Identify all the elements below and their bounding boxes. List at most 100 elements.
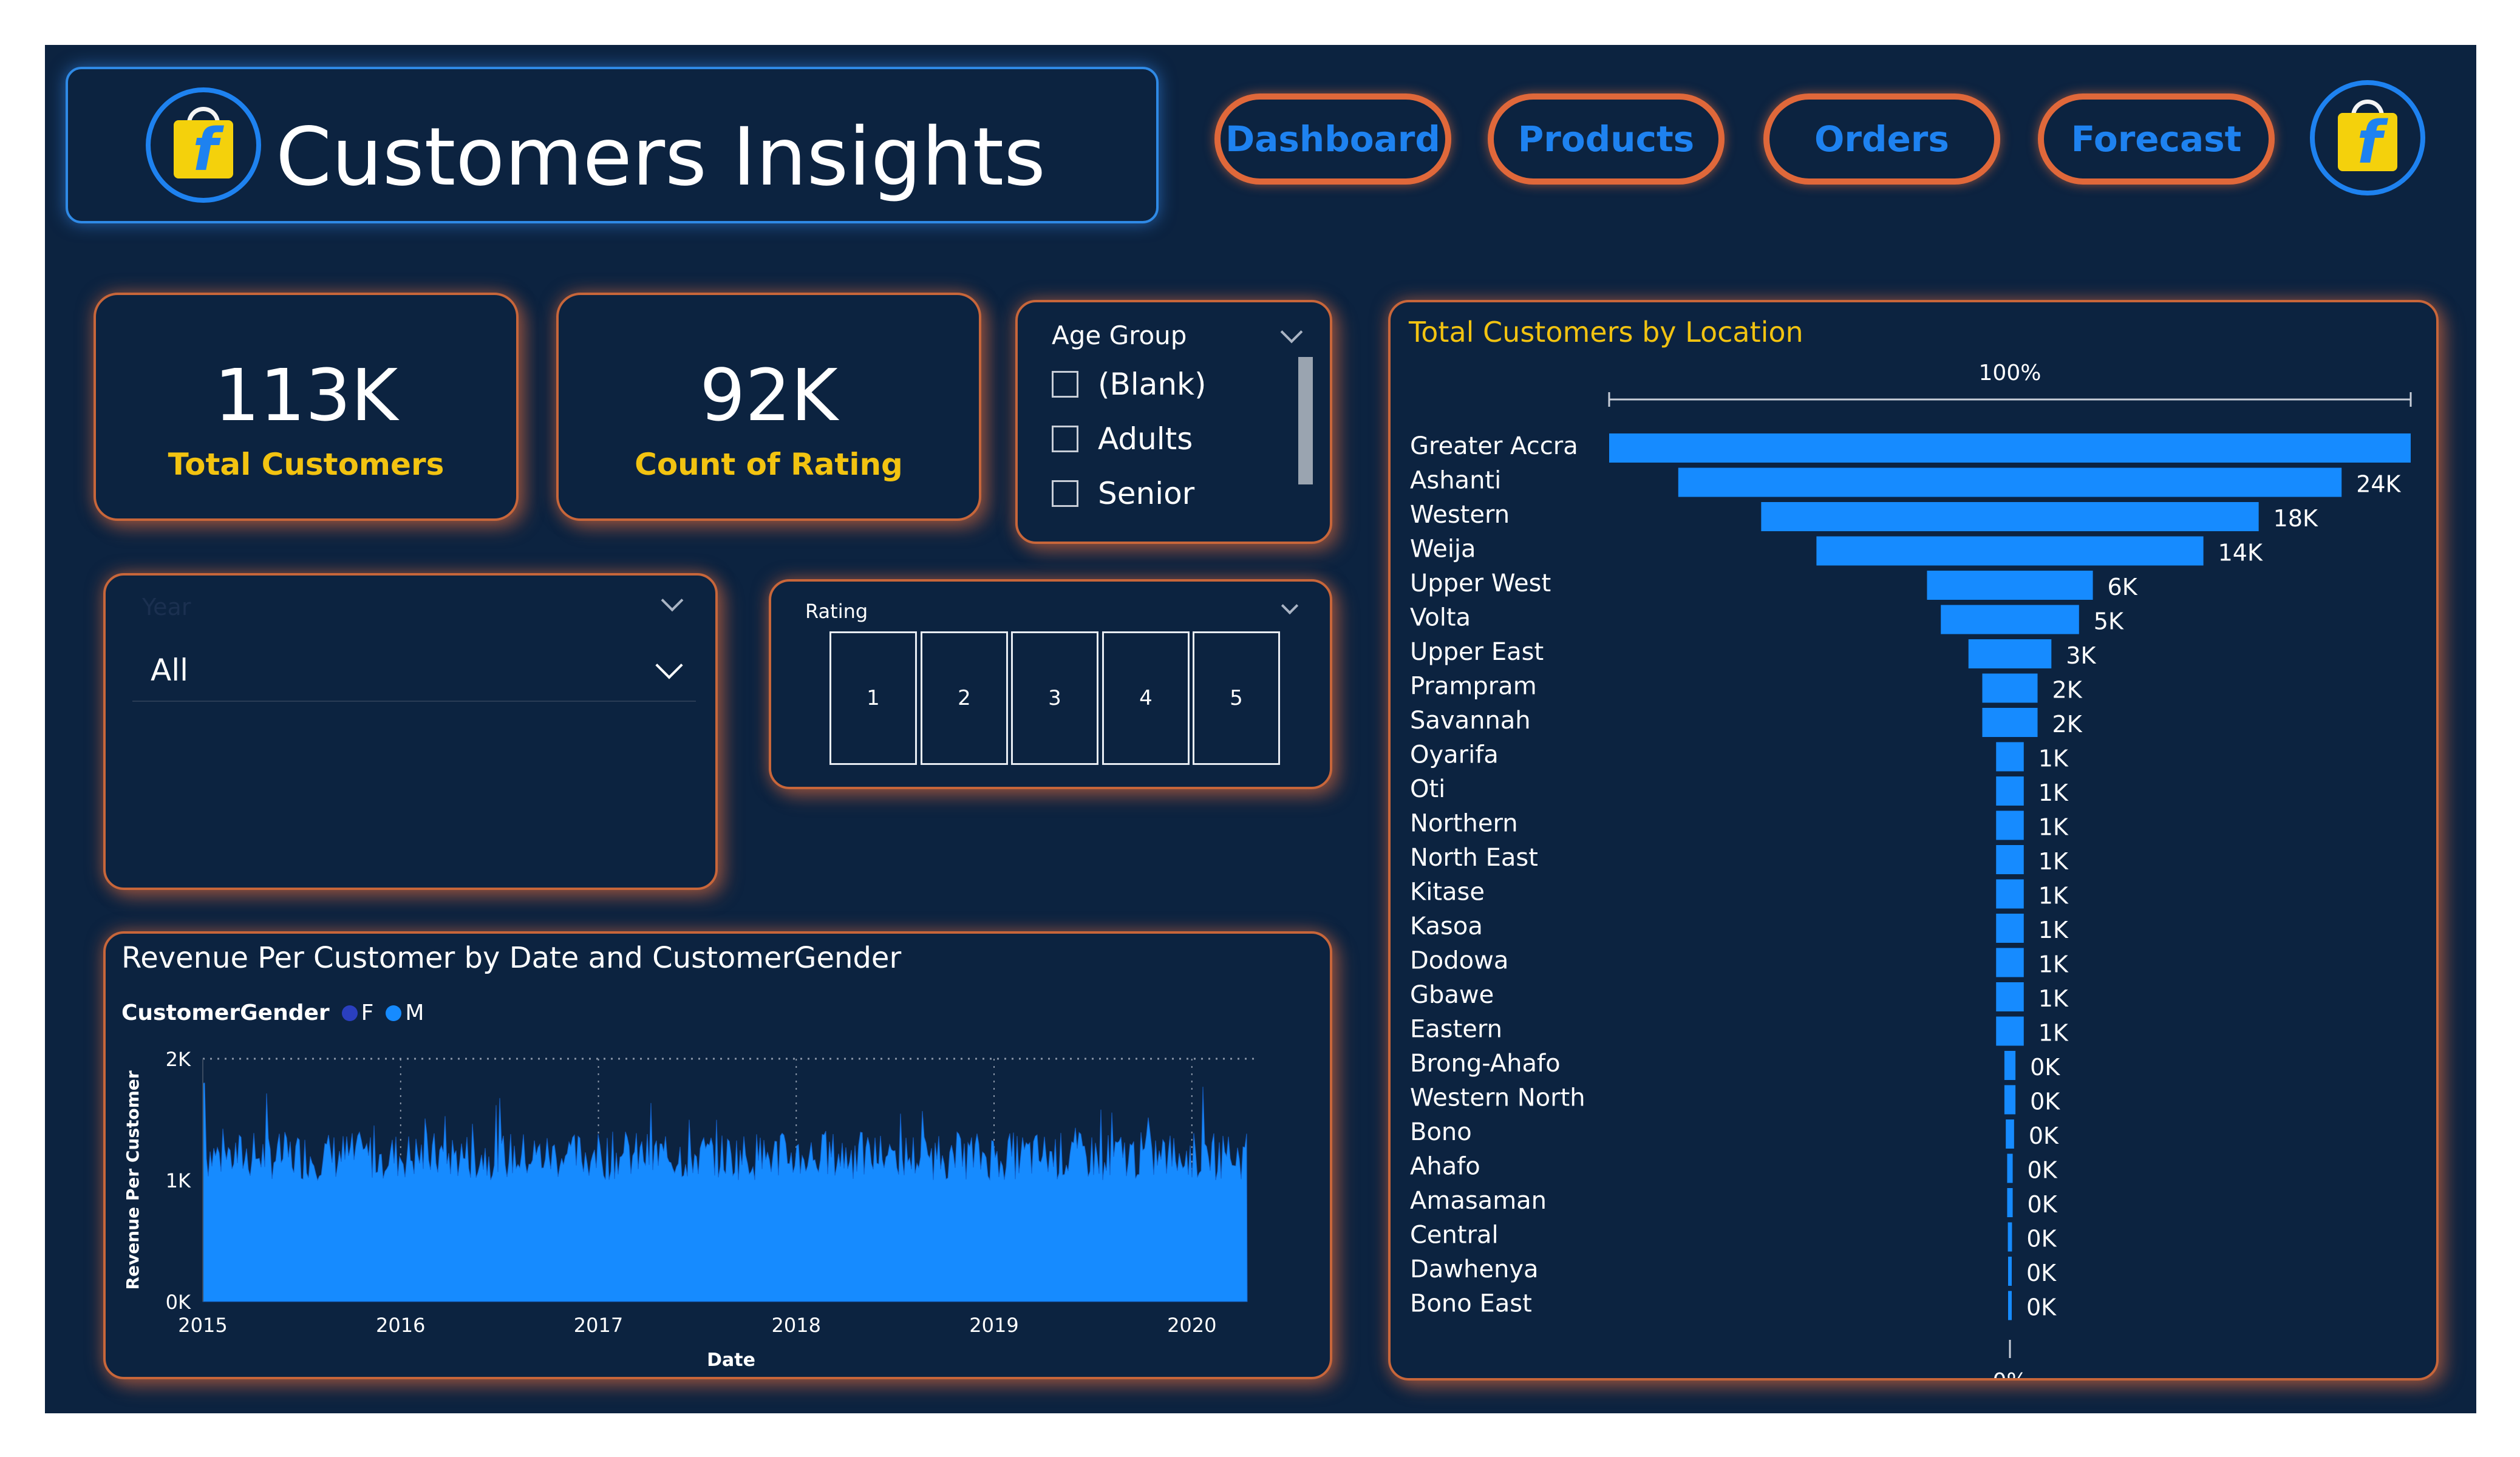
x-tick-label: 2018 xyxy=(772,1314,821,1337)
category-label: Greater Accra xyxy=(1410,432,1578,460)
value-label: 5K xyxy=(2094,608,2124,635)
funnel-bar xyxy=(1678,467,2342,497)
kpi-total-customers-value: 113K xyxy=(214,353,398,437)
value-label: 0K xyxy=(2026,1260,2057,1286)
funnel-bar xyxy=(2008,1257,2012,1286)
y-tick-label: 2K xyxy=(166,1048,191,1071)
category-label: Upper East xyxy=(1410,638,1544,666)
category-label: Upper West xyxy=(1410,569,1551,597)
flipkart-logo-icon: f xyxy=(146,87,261,203)
checkbox[interactable] xyxy=(1052,371,1078,398)
value-label: 6K xyxy=(2108,574,2138,600)
funnel-bar xyxy=(1941,605,2079,634)
funnel-bar xyxy=(1996,742,2024,772)
funnel-bar xyxy=(1982,673,2038,703)
y-axis-label: Revenue Per Customer xyxy=(123,1070,143,1289)
age-option-adults[interactable]: Adults xyxy=(1052,418,1193,460)
location-chart-title: Total Customers by Location xyxy=(1409,316,1803,348)
funnel-bar xyxy=(1761,502,2259,531)
location-chart-svg: 100% Greater Accra Ashanti 24K Western 18K Wei… xyxy=(1410,361,2412,1378)
flipkart-logo-icon[interactable]: f xyxy=(2310,80,2425,195)
x-tick-label: 2016 xyxy=(376,1314,425,1337)
rating-slicer: Rating 1 2 3 4 5 xyxy=(769,579,1332,789)
value-label: 1K xyxy=(2038,814,2069,841)
y-tick-label: 0K xyxy=(166,1291,191,1314)
chevron-down-icon[interactable] xyxy=(1280,321,1303,344)
value-label: 0K xyxy=(2028,1191,2058,1218)
value-label: 3K xyxy=(2066,642,2096,669)
age-group-title: Age Group xyxy=(1052,321,1187,350)
funnel-bar xyxy=(1609,433,2411,463)
revenue-chart-legend: CustomerGender F M xyxy=(121,1000,424,1025)
nav-orders-button[interactable]: Orders xyxy=(1763,93,2000,185)
kpi-count-rating-value: 92K xyxy=(700,353,838,437)
value-label: 1K xyxy=(2038,848,2069,875)
funnel-bar xyxy=(2004,1085,2016,1115)
legend-title: CustomerGender xyxy=(121,1000,330,1025)
value-label: 1K xyxy=(2038,951,2069,978)
funnel-top-label: 100% xyxy=(1979,361,2042,385)
value-label: 0K xyxy=(2029,1122,2059,1149)
funnel-bar xyxy=(2006,1119,2014,1149)
legend-label-f: F xyxy=(361,1000,374,1025)
value-label: 0K xyxy=(2028,1157,2058,1184)
kpi-total-customers-label: Total Customers xyxy=(168,447,444,482)
page-title: Customers Insights xyxy=(276,110,1046,204)
funnel-bar xyxy=(1996,776,2024,806)
kpi-total-customers-card: 113K Total Customers xyxy=(94,293,519,521)
funnel-bar xyxy=(2004,1051,2016,1080)
value-label: 0K xyxy=(2026,1226,2057,1252)
funnel-bar xyxy=(1996,1016,2024,1046)
category-label: Central xyxy=(1410,1221,1499,1249)
funnel-bar xyxy=(1996,914,2024,943)
funnel-bar xyxy=(1927,571,2093,600)
funnel-bottom-label: 0% xyxy=(1992,1369,2027,1378)
rating-option-2[interactable]: 2 xyxy=(921,631,1008,765)
funnel-bar xyxy=(1996,879,2024,909)
funnel-bar xyxy=(1816,536,2204,566)
age-option-blank[interactable]: (Blank) xyxy=(1052,363,1207,406)
chevron-down-icon[interactable] xyxy=(655,651,683,679)
funnel-bar xyxy=(1996,982,2024,1011)
checkbox[interactable] xyxy=(1052,426,1078,452)
year-slicer: Year All xyxy=(103,573,718,890)
funnel-bar xyxy=(1996,810,2024,840)
category-label: Prampram xyxy=(1410,673,1537,701)
category-label: Dodowa xyxy=(1410,947,1508,975)
rating-option-4[interactable]: 4 xyxy=(1102,631,1190,765)
rating-option-3[interactable]: 3 xyxy=(1011,631,1098,765)
funnel-bar xyxy=(2008,1291,2012,1320)
category-label: Ashanti xyxy=(1410,467,1501,495)
scrollbar[interactable] xyxy=(1298,357,1313,484)
funnel-bar xyxy=(2007,1153,2013,1183)
chevron-down-icon[interactable] xyxy=(1281,597,1299,615)
category-label: Bono xyxy=(1410,1118,1472,1146)
category-label: Amasaman xyxy=(1410,1187,1547,1215)
age-option-senior[interactable]: Senior xyxy=(1052,472,1194,515)
value-label: 1K xyxy=(2038,779,2069,806)
y-tick-label: 1K xyxy=(166,1169,191,1192)
category-label: Dawhenya xyxy=(1410,1255,1539,1283)
category-label: Gbawe xyxy=(1410,981,1494,1009)
category-label: Oyarifa xyxy=(1410,741,1499,769)
nav-forecast-button[interactable]: Forecast xyxy=(2038,93,2275,185)
revenue-chart-card: Revenue Per Customer by Date and Custome… xyxy=(103,931,1332,1379)
value-label: 1K xyxy=(2038,1020,2069,1047)
category-label: Kasoa xyxy=(1410,912,1483,940)
category-label: Bono East xyxy=(1410,1290,1532,1318)
kpi-count-rating-label: Count of Rating xyxy=(635,447,903,482)
funnel-bar xyxy=(1996,845,2024,874)
category-label: Savannah xyxy=(1410,707,1531,735)
checkbox[interactable] xyxy=(1052,480,1078,507)
nav-dashboard-button[interactable]: Dashboard xyxy=(1214,93,1451,185)
funnel-bar xyxy=(1968,639,2052,668)
nav-products-button[interactable]: Products xyxy=(1488,93,1725,185)
category-label: North East xyxy=(1410,844,1538,872)
category-label: Kitase xyxy=(1410,878,1485,906)
location-chart-card: Total Customers by Location 100% Greater … xyxy=(1388,300,2439,1381)
chevron-down-icon[interactable] xyxy=(661,589,684,612)
category-label: Ahafo xyxy=(1410,1153,1480,1181)
rating-option-5[interactable]: 5 xyxy=(1193,631,1280,765)
year-dropdown[interactable]: All xyxy=(132,640,696,702)
rating-option-1[interactable]: 1 xyxy=(829,631,917,765)
